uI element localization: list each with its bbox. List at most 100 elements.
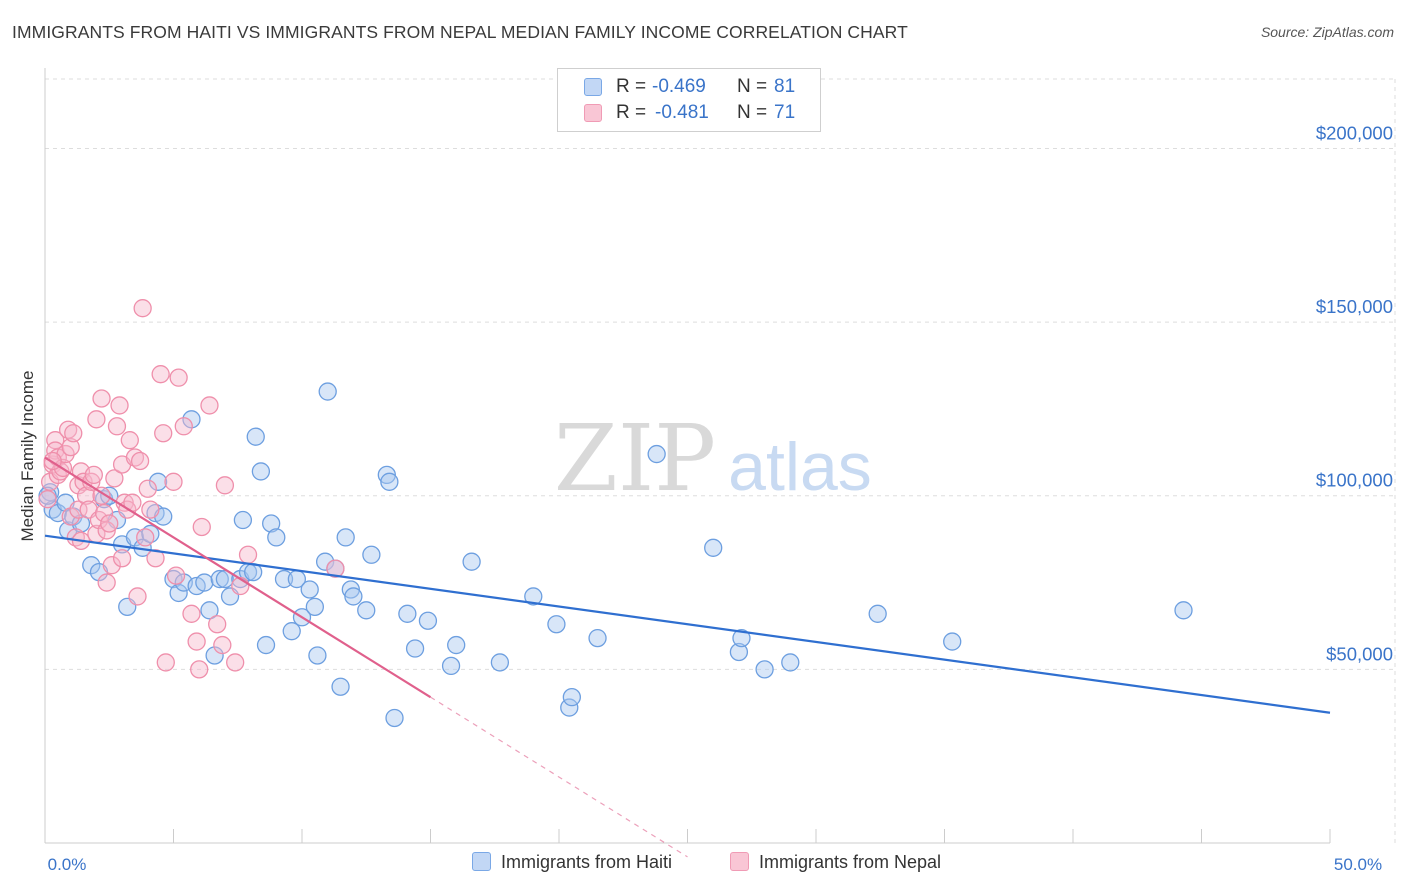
nepal-point (97, 573, 116, 592)
haiti-point (524, 587, 543, 606)
haiti-point (732, 628, 751, 648)
haiti-point (233, 510, 253, 530)
nepal-swatch-icon (584, 104, 602, 122)
haiti-point (441, 656, 461, 676)
nepal-point (76, 486, 96, 505)
haiti-trend-line (44, 534, 1331, 714)
chart-title: IMMIGRANTS FROM HAITI VS IMMIGRANTS FROM… (12, 22, 908, 42)
nepal-point (238, 545, 258, 564)
bottom-legend-haiti-label: Immigrants from Haiti (501, 852, 673, 872)
legend-nepal-n-label: N = (737, 102, 768, 123)
nepal-point (133, 299, 152, 318)
nepal-point (58, 420, 78, 439)
haiti-points (38, 382, 1193, 728)
haiti-point (462, 552, 481, 571)
nepal-point (125, 448, 145, 467)
nepal-point (130, 451, 150, 471)
haiti-point (246, 427, 265, 446)
nepal-point (94, 503, 114, 523)
haiti-point (1174, 601, 1193, 620)
haiti-point (405, 639, 425, 658)
haiti-point (274, 569, 294, 589)
nepal-point (112, 549, 132, 568)
nepal-point (92, 389, 111, 408)
haiti-point (447, 635, 466, 655)
legend-haiti-n-label: N = (737, 76, 768, 97)
haiti-point (380, 472, 399, 491)
y-axis-label: Median Family Income (18, 370, 37, 541)
watermark-atlas: atlas (728, 429, 872, 505)
haiti-point (357, 601, 376, 620)
nepal-legend-swatch-icon (730, 852, 749, 871)
legend-nepal-r-value: -0.481 (655, 102, 709, 123)
x-tick-label-max: 50.0% (1334, 855, 1382, 874)
nepal-point (66, 528, 85, 547)
haiti-point (305, 597, 325, 617)
bottom-legend-haiti: Immigrants from Haiti (472, 852, 672, 873)
y-tick-label: $50,000 (1326, 643, 1393, 664)
nepal-point (174, 417, 193, 436)
nepal-point (92, 486, 111, 505)
nepal-trend-line (44, 456, 432, 699)
nepal-point (154, 424, 173, 443)
y-tick-labels: $50,000 $100,000 $150,000 $200,000 (1316, 122, 1393, 664)
nepal-point (102, 556, 121, 575)
bottom-legend-nepal-label: Immigrants from Nepal (759, 852, 942, 872)
haiti-point (331, 677, 350, 696)
nepal-point (156, 653, 175, 672)
nepal-point (226, 653, 245, 672)
nepal-point (190, 660, 209, 679)
nepal-point (110, 396, 129, 415)
nepal-point (192, 517, 211, 537)
nepal-point (61, 437, 80, 457)
trend-lines (44, 456, 1331, 858)
haiti-point (318, 382, 337, 401)
nepal-point (64, 424, 83, 443)
haiti-swatch-icon (584, 78, 602, 96)
haiti-point (267, 528, 286, 547)
haiti-point (315, 552, 335, 571)
nepal-point (164, 472, 183, 491)
haiti-point (547, 615, 566, 634)
haiti-point (344, 587, 363, 606)
nepal-point (120, 431, 139, 450)
haiti-point (251, 462, 271, 481)
watermark-zip: ZIP (554, 405, 716, 512)
haiti-point (148, 472, 168, 491)
nepal-point (326, 559, 345, 578)
legend-nepal-n-value: 71 (774, 102, 796, 123)
haiti-point (868, 604, 887, 623)
nepal-point (107, 417, 127, 436)
correlation-legend: R = -0.469 N = 81 R = -0.481 N = 71 (557, 68, 821, 132)
legend-haiti-r-label: R = (616, 76, 647, 97)
haiti-legend-swatch-icon (472, 852, 491, 871)
haiti-point (560, 698, 579, 717)
haiti-point (490, 653, 510, 672)
y-tick-label: $100,000 (1316, 470, 1393, 491)
haiti-point (647, 444, 666, 464)
legend-haiti-n-value: 81 (774, 76, 796, 97)
haiti-point (729, 642, 749, 662)
haiti-point (943, 632, 962, 651)
haiti-point (418, 611, 438, 630)
nepal-point (46, 431, 65, 450)
nepal-point (200, 396, 219, 415)
legend-nepal-r-label: R = (616, 102, 647, 123)
nepal-point (105, 469, 124, 488)
nepal-point (208, 615, 227, 634)
nepal-point (213, 635, 232, 655)
nepal-point (87, 410, 106, 429)
haiti-point (398, 604, 417, 623)
haiti-point (755, 660, 774, 679)
haiti-point (704, 538, 723, 557)
haiti-point (588, 628, 607, 648)
nepal-point (38, 490, 57, 509)
haiti-point (169, 583, 188, 603)
nepal-point (136, 528, 155, 547)
haiti-point (300, 580, 319, 599)
source-credit: Source: ZipAtlas.com (1260, 24, 1394, 40)
haiti-point (562, 687, 581, 707)
nepal-point (169, 368, 188, 387)
haiti-point (308, 646, 327, 665)
haiti-point (336, 528, 355, 547)
